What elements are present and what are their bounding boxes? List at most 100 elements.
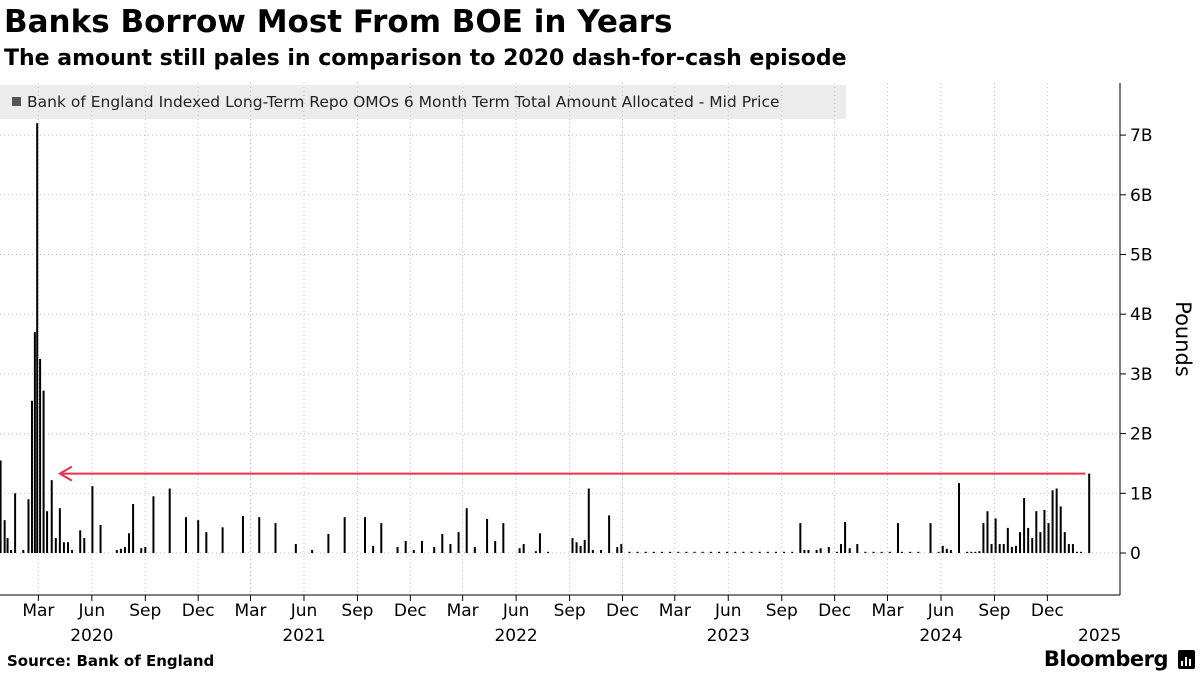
bar [819, 548, 822, 553]
bar [1002, 544, 1005, 553]
bar [734, 551, 737, 553]
bar [966, 551, 969, 553]
bar [628, 551, 631, 553]
bar [54, 538, 57, 553]
bar [0, 460, 2, 553]
bar [184, 517, 187, 553]
bar [644, 551, 647, 553]
bar [294, 544, 297, 553]
bar [949, 550, 952, 553]
bar [1075, 551, 1078, 553]
bar [1027, 527, 1030, 553]
bar [241, 515, 244, 553]
y-tick-label: 1B [1130, 484, 1152, 504]
bar [473, 547, 476, 553]
x-tick-label: Dec [394, 601, 427, 621]
bar [1067, 544, 1070, 553]
bar [774, 551, 777, 553]
bar [327, 533, 330, 553]
bar [880, 551, 883, 553]
bar [766, 551, 769, 553]
bar [941, 545, 944, 553]
x-tick-label: Mar [447, 601, 479, 621]
bar [791, 551, 794, 553]
bar [827, 547, 830, 553]
x-tick-label: Dec [606, 601, 639, 621]
y-tick-label: 2B [1130, 425, 1152, 445]
bar [1043, 510, 1046, 553]
bar [990, 544, 993, 553]
bar [14, 493, 17, 553]
x-year-label: 2021 [282, 626, 325, 646]
bar [27, 499, 30, 553]
bar [909, 551, 912, 553]
bar [91, 486, 94, 553]
bar [620, 544, 623, 553]
x-tick-label: Jun [290, 601, 318, 621]
x-tick-label: Dec [182, 601, 215, 621]
bar [958, 483, 960, 553]
bar [652, 551, 655, 553]
bar [115, 550, 118, 553]
bar [758, 551, 761, 553]
bar [50, 480, 53, 553]
bar [1059, 506, 1062, 553]
bar [1039, 532, 1042, 553]
bar [33, 332, 36, 553]
y-tick-label: 7B [1130, 126, 1152, 146]
bar [978, 551, 981, 553]
bar [140, 548, 143, 553]
bar [1047, 523, 1050, 553]
bar [36, 123, 39, 553]
bar [726, 551, 729, 553]
bar [970, 551, 973, 553]
bar [538, 533, 541, 553]
bar [807, 550, 810, 553]
chart-subtitle: The amount still pales in comparison to … [4, 46, 847, 71]
bar [79, 530, 82, 553]
bar [420, 541, 423, 553]
bar [433, 547, 436, 553]
bar [119, 548, 122, 553]
bar [518, 548, 521, 553]
bar [396, 547, 399, 553]
bloomberg-terminal-icon [1178, 650, 1195, 669]
bar [42, 390, 45, 553]
bar [599, 550, 602, 553]
x-tick-label: Dec [818, 601, 851, 621]
x-tick-label: Mar [871, 601, 903, 621]
bar [1055, 488, 1058, 553]
bar [917, 551, 920, 553]
bar [534, 551, 537, 553]
bar [742, 551, 745, 553]
bar [1071, 544, 1074, 553]
bar [685, 551, 688, 553]
bar [888, 551, 891, 553]
bar [994, 518, 997, 553]
bar [616, 547, 619, 553]
x-tick-label: Mar [234, 601, 266, 621]
bar [547, 551, 550, 553]
bar [168, 488, 171, 553]
bar [974, 551, 977, 553]
bar [579, 545, 582, 553]
x-tick-label: Mar [659, 601, 691, 621]
bar [99, 524, 102, 553]
bar [128, 533, 131, 553]
bar [848, 548, 851, 553]
x-year-label: 2024 [919, 626, 962, 646]
bar [62, 542, 65, 553]
bar [457, 532, 460, 553]
bar [30, 400, 33, 553]
bar [380, 523, 383, 553]
y-tick-label: 6B [1130, 186, 1152, 206]
bar [661, 551, 663, 553]
bar [835, 551, 838, 553]
bar [1031, 538, 1034, 553]
x-tick-label: Mar [22, 601, 54, 621]
y-tick-label: 3B [1130, 365, 1152, 385]
bar [39, 358, 42, 553]
x-tick-label: Sep [978, 601, 1010, 621]
bar [693, 551, 696, 553]
bar [372, 545, 375, 553]
